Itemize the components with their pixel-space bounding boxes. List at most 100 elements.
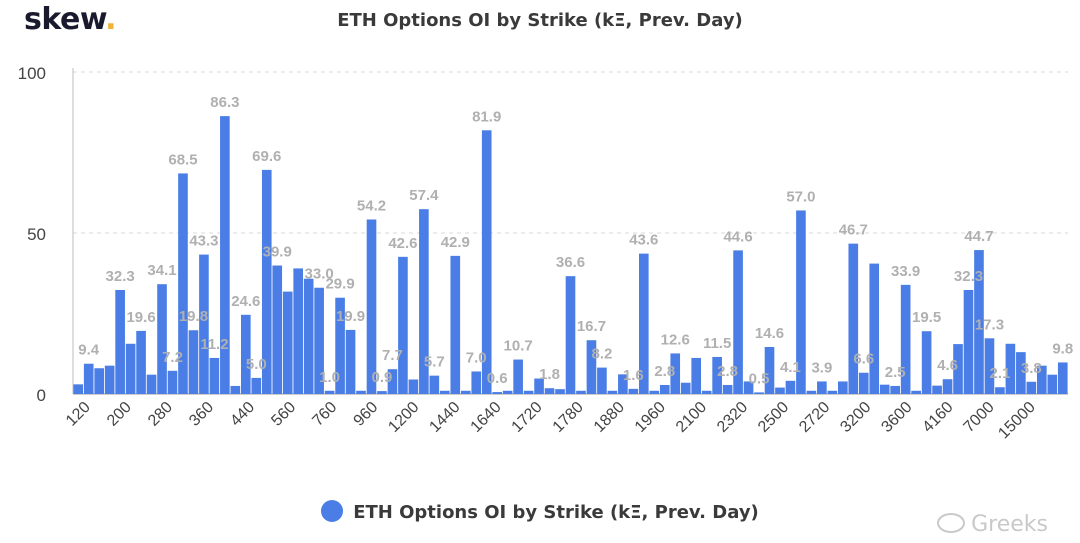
data-label: 8.2 — [591, 346, 612, 363]
bar — [869, 263, 880, 394]
bar — [220, 116, 230, 394]
bar — [670, 353, 681, 394]
data-label: 19.5 — [912, 309, 941, 326]
chart-canvas: 0 50 100 9.4 32.3 19.6 34.1 7.2 68.5 19.8 43.3 11.2… — [18, 64, 1074, 443]
data-label: 34.1 — [147, 262, 176, 279]
x-tick-label: 200 — [104, 399, 135, 430]
bar — [701, 390, 712, 394]
bar — [492, 392, 503, 394]
bar — [1057, 362, 1068, 394]
bar — [733, 250, 743, 394]
y-tick-label: 100 — [18, 64, 46, 83]
bar — [146, 374, 157, 394]
x-tick-label: 120 — [63, 399, 94, 430]
bar — [576, 390, 586, 394]
bar — [586, 340, 597, 394]
data-label: 39.9 — [263, 244, 292, 261]
x-tick-label: 2320 — [714, 399, 751, 436]
data-label: 81.9 — [472, 108, 501, 125]
data-label: 29.9 — [325, 276, 354, 293]
x-tick-label: 1640 — [468, 399, 505, 436]
bar — [104, 365, 115, 394]
data-label: 2.5 — [885, 364, 906, 381]
x-tick-label: 360 — [186, 399, 217, 430]
bar — [597, 367, 607, 394]
bar — [303, 278, 314, 394]
bar — [691, 357, 702, 394]
data-label: 43.3 — [189, 233, 218, 250]
data-label: 42.6 — [388, 235, 417, 252]
x-tick-label: 280 — [145, 399, 176, 430]
bar — [712, 356, 722, 394]
bar — [932, 385, 942, 394]
data-label: 12.6 — [661, 331, 690, 348]
bar — [618, 374, 628, 394]
bar — [974, 250, 984, 394]
bar — [209, 357, 220, 394]
data-label: 42.9 — [441, 234, 470, 251]
x-tick-label: 1720 — [509, 399, 546, 436]
data-label: 0.5 — [749, 370, 770, 387]
bar — [607, 390, 618, 394]
bar — [1047, 374, 1058, 394]
data-label: 10.7 — [504, 338, 533, 355]
data-label: 5.0 — [246, 356, 267, 373]
data-label: 33.0 — [305, 266, 334, 283]
data-label: 3.9 — [811, 359, 832, 376]
bar — [157, 284, 167, 394]
x-tick-label: 1880 — [591, 399, 628, 436]
x-tick-label: 1960 — [632, 399, 669, 436]
bar — [995, 387, 1005, 394]
bar — [743, 381, 754, 394]
bar — [775, 387, 785, 394]
bar — [314, 287, 324, 394]
bar — [429, 375, 440, 394]
wechat-icon — [937, 513, 966, 533]
bar — [1005, 343, 1016, 394]
bar — [230, 385, 241, 394]
y-tick-label: 0 — [37, 386, 46, 405]
x-tick-label: 15000 — [995, 399, 1039, 443]
bar — [251, 377, 262, 394]
data-label: 16.7 — [577, 318, 606, 335]
x-tick-label: 4160 — [919, 399, 956, 436]
data-label: 86.3 — [210, 94, 239, 111]
bar — [1026, 381, 1037, 394]
bar — [408, 379, 419, 394]
bar — [649, 390, 660, 394]
bar — [282, 291, 293, 394]
bar — [387, 369, 398, 394]
data-label: 19.8 — [179, 308, 208, 325]
data-label: 57.0 — [786, 188, 815, 205]
bar — [796, 210, 806, 394]
bar — [879, 384, 890, 394]
bar — [94, 368, 105, 394]
data-label: 43.6 — [629, 232, 658, 249]
bar — [722, 384, 733, 394]
skew-logo: skew. — [24, 2, 117, 37]
bar — [178, 173, 188, 394]
logo-text: skew — [24, 2, 106, 37]
bar — [471, 371, 482, 394]
chart-title: ETH Options OI by Strike (kΞ, Prev. Day) — [337, 10, 743, 31]
bar — [125, 343, 136, 394]
bar — [199, 254, 209, 394]
data-label: 57.4 — [409, 187, 439, 204]
x-tick-label: 3600 — [878, 399, 915, 436]
bar — [324, 390, 335, 394]
bar — [240, 314, 251, 394]
bar — [900, 284, 911, 394]
data-label: 44.7 — [964, 228, 993, 245]
bar — [439, 390, 450, 394]
bar — [921, 331, 932, 394]
bar — [261, 169, 272, 394]
bar — [953, 344, 963, 394]
bar — [460, 390, 471, 394]
x-tick-label: 2720 — [796, 399, 833, 436]
data-label: 68.5 — [168, 151, 197, 168]
x-tick-label: 1200 — [385, 399, 422, 436]
bar — [481, 130, 492, 395]
data-label: 1.6 — [623, 367, 644, 384]
legend-marker — [321, 500, 344, 522]
chart-legend[interactable]: ETH Options OI by Strike (kΞ, Prev. Day) — [0, 500, 1080, 523]
